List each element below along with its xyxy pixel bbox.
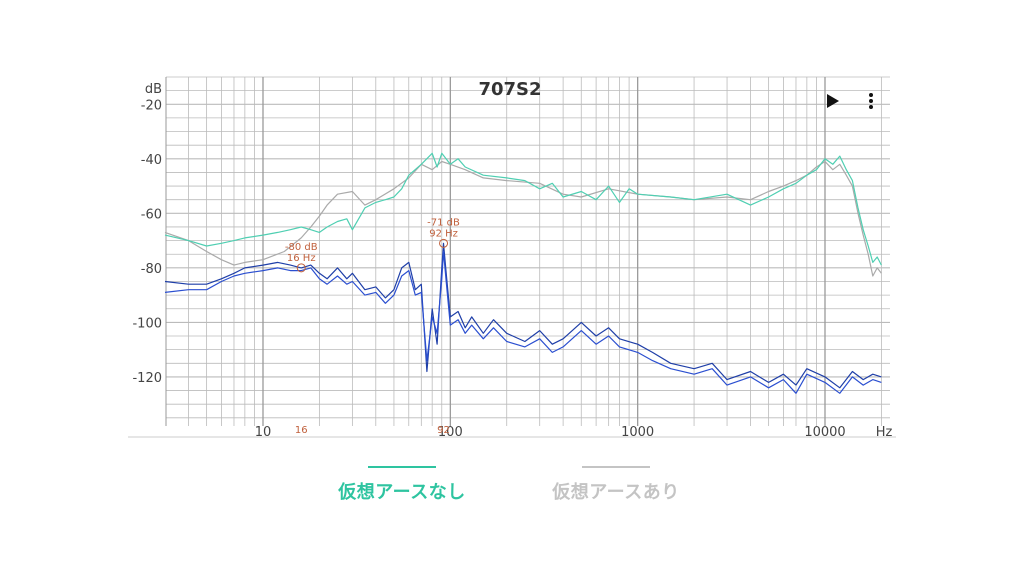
marker-circle-1	[439, 238, 449, 248]
marker-db-label: -71 dB	[427, 217, 460, 228]
x-tick-label: 10000	[804, 425, 845, 440]
x-tick-label: 1000	[621, 425, 654, 440]
y-tick-label: -100	[132, 316, 162, 331]
x-tick-label: 10	[255, 425, 272, 440]
more-menu-button[interactable]	[862, 92, 880, 110]
y-axis-label: dB	[145, 82, 162, 97]
marker-axis-label: 92	[437, 425, 450, 436]
marker-db-label: -80 dB	[285, 242, 318, 253]
y-tick-label: -20	[141, 98, 162, 113]
marker-hz-label: 92 Hz	[429, 228, 458, 239]
x-axis-label: Hz	[876, 425, 893, 440]
x-tick-label: 100	[438, 425, 463, 440]
y-tick-label: -40	[141, 153, 162, 168]
y-tick-label: -60	[141, 207, 162, 222]
series-line-0	[164, 160, 882, 277]
tab-with-virtual-ground[interactable]: 仮想アースあり	[544, 466, 688, 504]
series-line-2	[164, 242, 882, 389]
y-tick-label: -80	[141, 262, 162, 277]
play-icon	[827, 94, 839, 108]
tab-without-virtual-ground[interactable]: 仮想アースなし	[332, 466, 472, 504]
series-line-3	[164, 250, 882, 394]
play-button[interactable]	[824, 92, 842, 110]
tab-indicator	[368, 466, 436, 468]
tab-label: 仮想アースあり	[552, 482, 680, 503]
more-vertical-icon	[869, 93, 873, 109]
marker-hz-label: 16 Hz	[287, 253, 316, 264]
chart-title: 707S2	[478, 79, 541, 100]
marker-axis-label: 16	[295, 425, 308, 436]
tab-label: 仮想アースなし	[338, 482, 466, 503]
marker-circle-0	[296, 263, 306, 273]
y-tick-label: -120	[132, 371, 162, 386]
tab-indicator	[582, 466, 650, 468]
series-line-1	[164, 152, 882, 266]
